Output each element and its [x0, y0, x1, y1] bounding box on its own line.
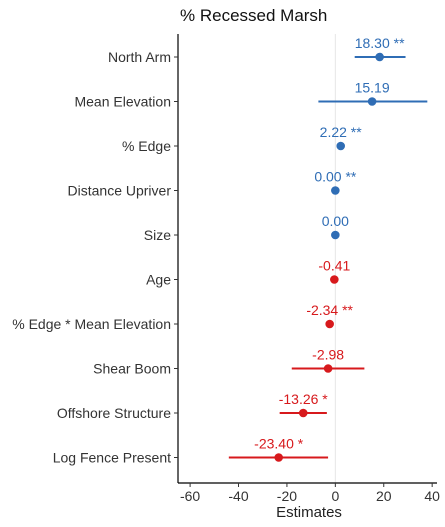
- y-tick-label: Log Fence Present: [53, 450, 171, 466]
- estimate-point: [367, 97, 377, 106]
- data-label: 15.19: [355, 80, 390, 96]
- y-tick-label: North Arm: [108, 49, 171, 65]
- y-tick-label: Distance Upriver: [68, 183, 172, 199]
- y-tick-label: % Edge * Mean Elevation: [12, 316, 171, 332]
- estimate-point: [325, 319, 334, 329]
- data-label: 0.00: [322, 213, 349, 229]
- data-label: -13.26 *: [279, 391, 329, 407]
- y-tick-label: Offshore Structure: [57, 405, 171, 421]
- data-label: 0.00 **: [314, 169, 357, 185]
- axes: [177, 34, 437, 484]
- plot-rows: 18.30 ** 15.19 2.22 ** 0.00 ** 0.00 -0.41 -2.3…: [228, 35, 428, 462]
- data-label: -0.41: [318, 258, 350, 274]
- data-label: -2.34 **: [306, 302, 353, 318]
- y-tick-label: Age: [146, 272, 171, 288]
- y-tick-label: % Edge: [122, 138, 171, 154]
- data-label: -2.98: [312, 347, 344, 363]
- estimate-point: [274, 453, 283, 462]
- x-tick-label: 20: [376, 488, 392, 504]
- estimate-point: [331, 186, 340, 195]
- data-label: 18.30 **: [355, 35, 405, 51]
- estimate-point: [331, 230, 340, 240]
- data-label: 2.22 **: [320, 124, 363, 140]
- estimate-point: [323, 364, 333, 373]
- chart-title: % Recessed Marsh: [180, 6, 327, 25]
- estimate-point: [298, 408, 308, 418]
- x-tick-label: -20: [277, 488, 297, 504]
- estimate-point: [336, 141, 346, 151]
- y-axis-labels: North Arm Mean Elevation % Edge Distance Up…: [12, 49, 178, 466]
- y-tick-label: Shear Boom: [93, 361, 171, 377]
- x-tick-label: 0: [331, 488, 339, 504]
- x-tick-label: -60: [180, 488, 200, 504]
- x-tick-label: -40: [228, 488, 248, 504]
- data-label: -23.40 *: [254, 436, 304, 452]
- x-axis-label: Estimates: [276, 504, 342, 521]
- x-tick-label: 40: [424, 488, 440, 504]
- estimate-point: [375, 52, 384, 62]
- y-tick-label: Mean Elevation: [74, 94, 171, 110]
- y-tick-label: Size: [144, 227, 171, 243]
- estimate-point: [330, 275, 339, 284]
- x-axis-ticks: -60 -40 -20 0 20 40: [180, 483, 440, 504]
